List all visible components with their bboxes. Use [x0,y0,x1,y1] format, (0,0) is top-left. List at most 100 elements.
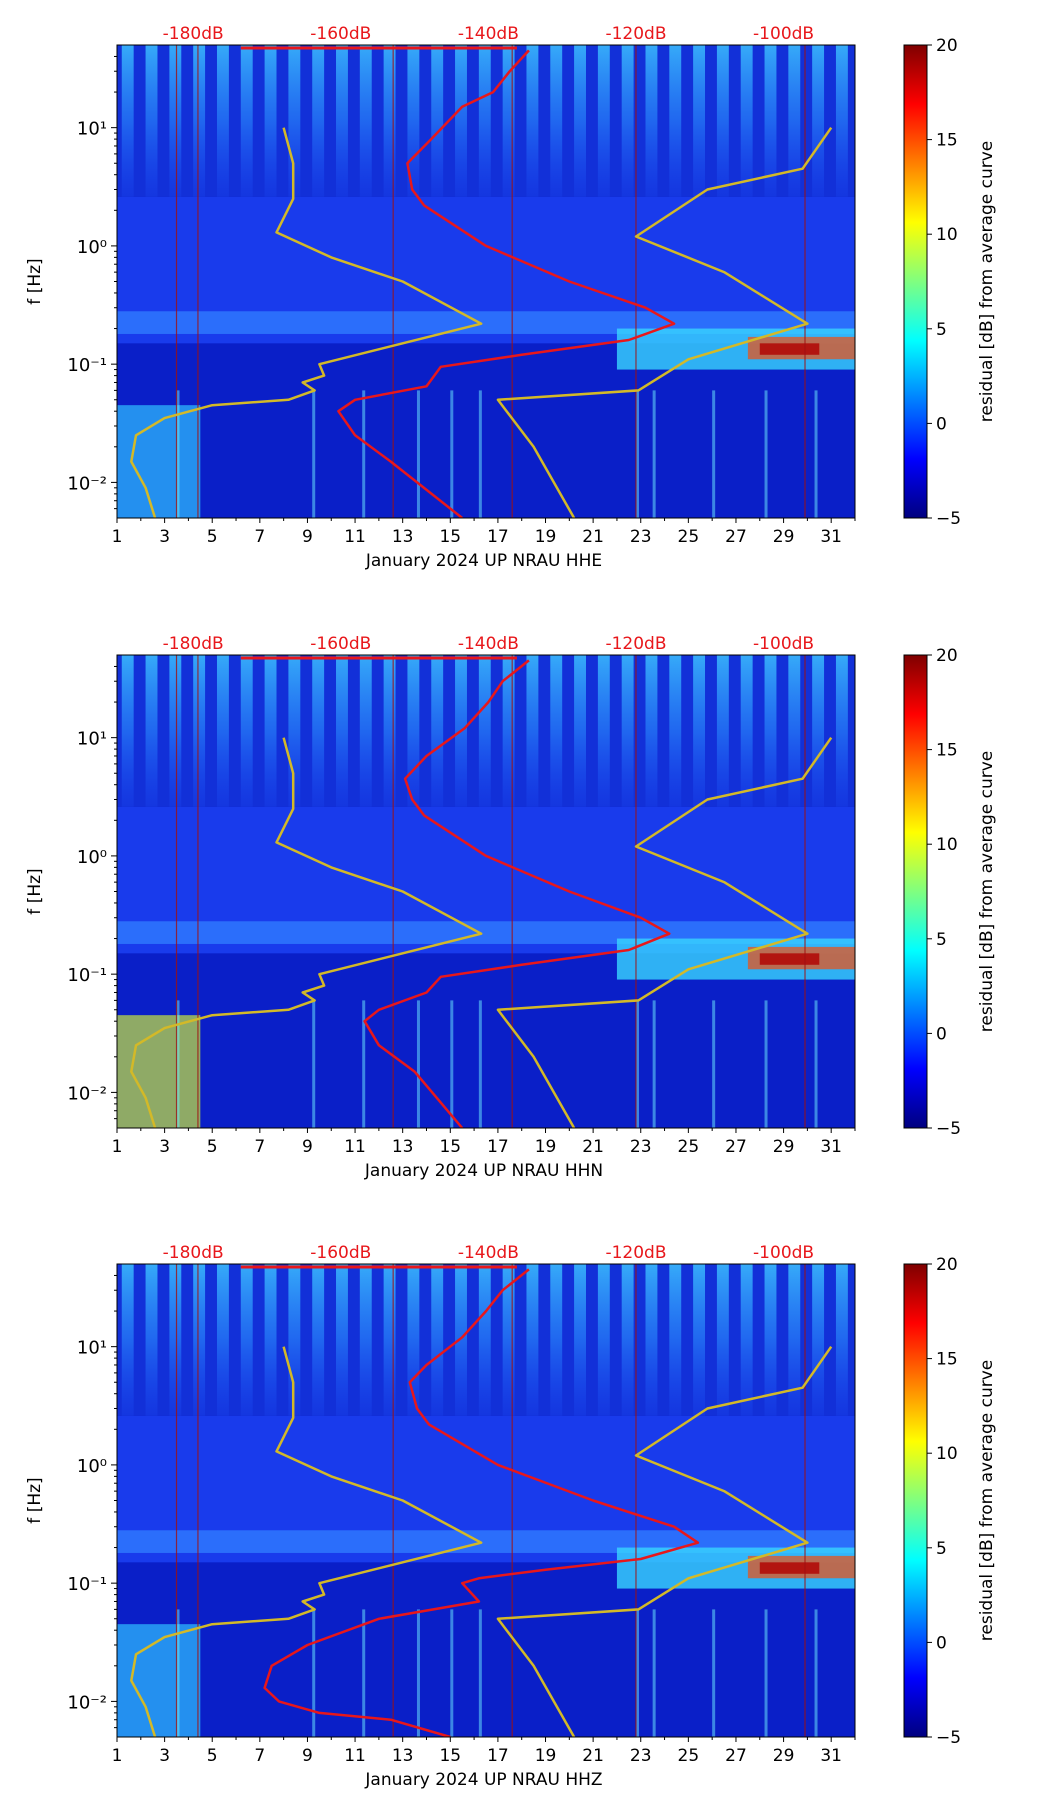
x-tick-label: 15 [439,1746,461,1766]
diurnal-stripe [169,655,182,807]
diurnal-stripe [312,1264,325,1416]
x-tick-label: 29 [773,1137,795,1157]
diurnal-stripe [788,655,801,807]
diurnal-stripe [812,655,825,807]
diurnal-stripe [359,1264,372,1416]
top-db-label: -120dB [605,634,666,654]
diurnal-stripe [193,1264,206,1416]
transient-streak [712,1609,716,1737]
x-tick-label: 31 [820,1137,842,1157]
transient-streak [478,390,482,518]
diurnal-stripe [193,45,206,197]
y-axis-label: f [Hz] [25,258,45,304]
diurnal-stripe [502,655,515,807]
x-tick-label: 13 [392,1746,414,1766]
diurnal-stripe [383,655,396,807]
diurnal-stripe [621,655,634,807]
diurnal-stripe [336,655,348,807]
x-tick-label: 7 [254,1137,265,1157]
diurnal-stripe [526,655,539,807]
x-tick-label: 21 [582,1137,604,1157]
top-db-label: -120dB [605,1243,666,1263]
diurnal-stripe [835,45,848,197]
transient-streak [362,1000,366,1128]
diurnal-stripe [431,655,444,807]
colorbar-tick-label: 5 [936,320,947,340]
top-db-label: -140dB [458,634,519,654]
diurnal-stripe [812,45,825,197]
transient-streak [635,1000,639,1128]
y-tick-label: 10⁻² [67,473,107,494]
x-tick-label: 21 [582,1746,604,1766]
transient-streak [312,1609,316,1737]
transient-streak [416,390,420,518]
noise-model-curve [130,737,483,1128]
transient-streak [416,1609,420,1737]
top-db-label: -140dB [458,24,519,44]
diurnal-stripe [526,45,539,197]
x-tick-label: 29 [773,527,795,547]
colorbar-tick-label: 0 [936,414,947,434]
diurnal-stripe [264,45,277,197]
transient-streak [764,1000,768,1128]
diurnal-stripe [455,1264,467,1416]
x-tick-label: 7 [254,1746,265,1766]
diurnal-stripe [240,655,253,807]
y-tick-label: 10⁻¹ [67,355,107,376]
diurnal-stripe [740,1264,753,1416]
diurnal-stripe [669,655,682,807]
colorbar-tick-label: −5 [936,1728,961,1748]
colorbar-tick-label: 20 [936,646,958,666]
transient-streak [450,1609,454,1737]
diurnal-stripe [121,1264,134,1416]
x-tick-label: 27 [725,1746,747,1766]
diurnal-stripe [574,45,586,197]
diurnal-stripe [574,655,586,807]
x-tick-label: 3 [159,1746,170,1766]
diurnal-stripe [645,655,658,807]
transient-streak [635,390,639,518]
transient-streak [814,1000,818,1128]
transient-streak [712,1000,716,1128]
diurnal-stripe [455,45,467,197]
colorbar-label: residual [dB] from average curve [977,751,997,1032]
diurnal-stripe [764,1264,777,1416]
top-db-label: -100dB [753,634,814,654]
y-tick-label: 10¹ [77,119,107,140]
top-db-label: -100dB [753,1243,814,1263]
diurnal-stripe [312,45,325,197]
diurnal-stripe [597,655,610,807]
noise-model-curve [496,1345,833,1737]
diurnal-stripe [597,45,610,197]
diurnal-stripe [526,1264,539,1416]
x-tick-label: 13 [392,527,414,547]
transient-streak [176,1609,180,1737]
diurnal-stripe [693,655,706,807]
x-tick-label: 3 [159,527,170,547]
colorbar [903,1263,928,1738]
transient-streak [176,390,180,518]
average-psd-curve [337,49,676,518]
noise-model-curve [130,127,483,518]
diurnal-stripe [145,45,158,197]
diurnal-stripe [764,655,777,807]
colorbar-tick-label: −5 [936,509,961,529]
y-tick-label: 10⁰ [77,847,107,868]
microseism-band [117,921,855,944]
diurnal-stripe [478,655,491,807]
top-db-label: -180dB [163,1243,224,1263]
colorbar-tick-label: 15 [936,1350,958,1370]
colorbar-tick-label: 10 [936,1444,958,1464]
diurnal-stripe [716,45,729,197]
diurnal-stripe [359,655,372,807]
x-tick-label: 1 [112,1137,123,1157]
colorbar-tick-label: 10 [936,835,958,855]
y-tick-label: 10⁰ [77,237,107,258]
diurnal-stripe [502,45,515,197]
transient-streak [176,1000,180,1128]
x-tick-label: 9 [302,527,313,547]
microseism-band [117,1530,855,1553]
x-tick-label: 27 [725,527,747,547]
x-tick-label: 31 [820,527,842,547]
